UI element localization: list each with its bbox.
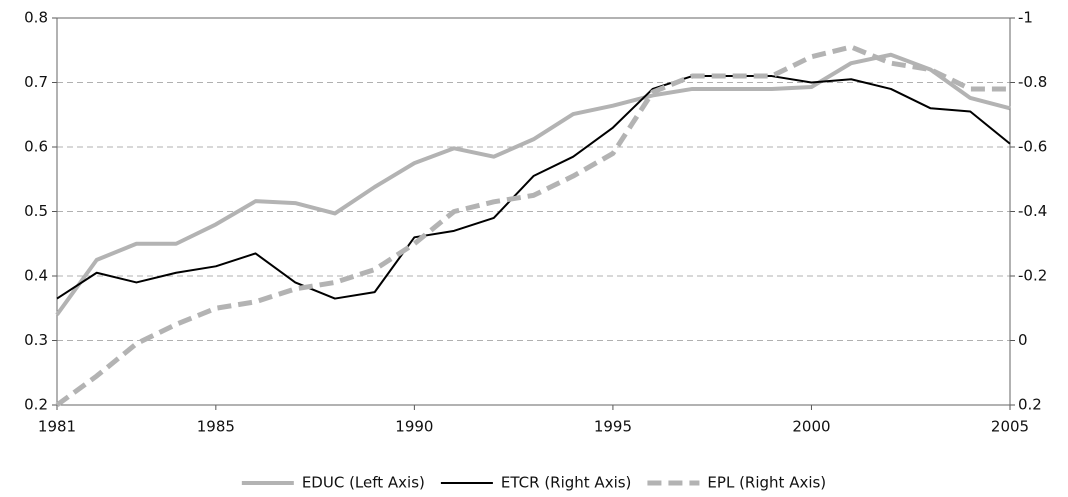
x-tick-label: 2000 (792, 418, 830, 436)
x-tick-label: 1981 (38, 418, 76, 436)
y-tick-label: 0.7 (24, 73, 48, 91)
y-tick-label: 0.5 (24, 202, 48, 220)
y-tick-label: 0.4 (24, 267, 48, 285)
x-tick-label: 1995 (594, 418, 632, 436)
y-tick-label: 0.3 (24, 331, 48, 349)
y2-tick-label: -0.6 (1018, 138, 1047, 156)
x-tick-label: 1985 (197, 418, 235, 436)
y2-tick-label: 0 (1018, 331, 1028, 349)
y-tick-label: 0.6 (24, 138, 48, 156)
legend-label: EPL (Right Axis) (707, 474, 826, 492)
series-line (55, 52, 1011, 316)
y-tick-label: 0.2 (24, 396, 48, 414)
legend-label: ETCR (Right Axis) (501, 474, 632, 492)
y2-tick-label: -0.8 (1018, 73, 1047, 91)
legend-label: EDUC (Left Axis) (302, 474, 425, 492)
y-tick-label: 0.8 (24, 9, 48, 27)
series-line (56, 75, 1011, 300)
y2-tick-label: 0.2 (1018, 396, 1042, 414)
x-tick-label: 2005 (991, 418, 1029, 436)
y2-tick-label: -0.4 (1018, 202, 1047, 220)
y2-tick-label: -1 (1018, 9, 1033, 27)
y2-tick-label: -0.2 (1018, 267, 1047, 285)
x-tick-label: 1990 (395, 418, 433, 436)
plot-frame (56, 17, 1011, 406)
series-line (55, 44, 1010, 408)
